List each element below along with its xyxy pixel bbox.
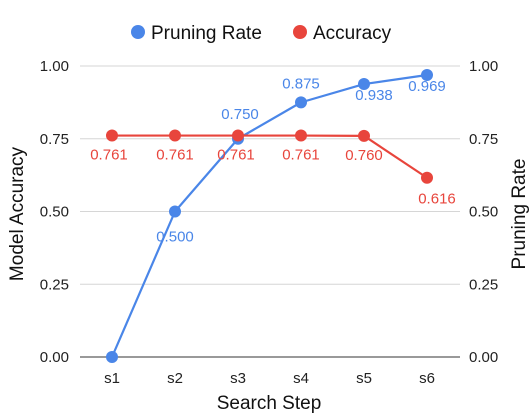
accuracy-data-label: 0.761	[282, 147, 320, 164]
accuracy-data-label: 0.760	[345, 147, 383, 164]
left-y-tick-label: 1.00	[40, 58, 69, 75]
x-tick-label: s6	[419, 370, 435, 387]
right-y-axis-title: Pruning Rate	[509, 159, 530, 270]
pruning-rate-legend-label: Pruning Rate	[151, 23, 262, 44]
accuracy-point	[232, 129, 244, 142]
accuracy-legend-label: Accuracy	[313, 23, 392, 44]
pruning-rate-line	[110, 73, 428, 358]
x-tick-label: s1	[104, 370, 120, 387]
accuracy-data-label: 0.761	[156, 147, 194, 164]
right-y-tick-label: 0.50	[469, 204, 498, 221]
accuracy-point	[295, 129, 307, 142]
accuracy-point	[169, 129, 181, 142]
pruning-rate-data-label: 0.750	[221, 106, 259, 123]
pruning-rate-point	[421, 69, 433, 82]
accuracy-point	[421, 171, 433, 184]
gridlines	[80, 65, 460, 358]
x-axis-title: Search Step	[217, 393, 322, 414]
right-y-tick-label: 0.75	[469, 131, 498, 148]
left-y-tick-label: 0.75	[40, 131, 69, 148]
x-tick-label: s5	[356, 370, 372, 387]
right-y-tick-label: 0.25	[469, 276, 498, 293]
accuracy-data-label: 0.616	[418, 191, 456, 208]
accuracy-data-label: 0.761	[90, 147, 128, 164]
left-y-tick-label: 0.00	[40, 349, 69, 366]
accuracy-legend-marker	[293, 25, 307, 39]
series-layer	[106, 69, 433, 363]
pruning-rate-legend-marker	[131, 25, 145, 39]
x-axis-ticks: s1 s2 s3 s4 s5 s6	[104, 370, 435, 387]
pruning-rate-data-label: 0.500	[156, 229, 194, 246]
pruning-rate-point	[295, 96, 307, 109]
pruning-rate-point	[358, 78, 370, 91]
accuracy-point	[106, 129, 118, 142]
data-labels-layer: 0.500 0.750 0.875 0.938 0.969 0.761 0.761 0.761…	[90, 75, 456, 245]
pruning-rate-point	[106, 351, 118, 363]
x-tick-label: s4	[293, 370, 309, 387]
right-y-tick-label: 1.00	[469, 58, 498, 75]
x-tick-label: s3	[230, 370, 246, 387]
left-y-axis-title: Model Accuracy	[7, 146, 28, 281]
pruning-rate-data-label: 0.969	[408, 78, 446, 95]
left-y-axis-ticks: 0.00 0.25 0.50 0.75 1.00	[40, 58, 69, 366]
right-y-tick-label: 0.00	[469, 349, 498, 366]
pruning-rate-point	[169, 205, 181, 218]
pruning-rate-data-label: 0.875	[282, 75, 320, 92]
pruning-rate-data-label: 0.938	[355, 87, 393, 104]
accuracy-point	[358, 129, 370, 142]
accuracy-line	[112, 134, 428, 179]
left-y-tick-label: 0.50	[40, 204, 69, 221]
left-y-tick-label: 0.25	[40, 276, 69, 293]
right-y-axis-ticks: 0.00 0.25 0.50 0.75 1.00	[469, 58, 498, 366]
legend: Pruning Rate Accuracy	[131, 23, 392, 44]
accuracy-data-label: 0.761	[217, 147, 255, 164]
x-tick-label: s2	[167, 370, 183, 387]
